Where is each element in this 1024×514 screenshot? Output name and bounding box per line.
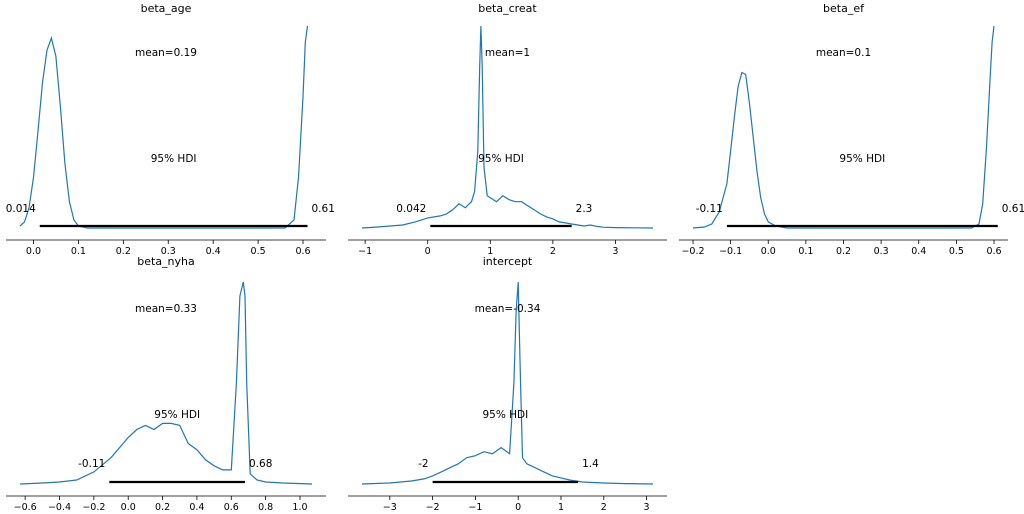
x-tick-label: 2 xyxy=(601,502,607,513)
mean-label: mean=0.1 xyxy=(816,47,871,59)
density-curve xyxy=(19,281,313,485)
panel-beta_age: beta_age mean=0.19 95% HDI 0.014 0.61 0.0 0.1 0… xyxy=(6,2,335,257)
x-tick-label: 1.0 xyxy=(292,502,307,513)
panel-title: beta_ef xyxy=(823,2,865,15)
density-curve xyxy=(692,25,995,229)
x-tick-label: 0 xyxy=(425,246,431,257)
hdi-label: 95% HDI xyxy=(478,153,524,165)
x-tick-label: 0.6 xyxy=(295,246,310,257)
x-tick-label: 0.6 xyxy=(986,246,1001,257)
density-curve xyxy=(361,281,654,485)
hdi-high-label: 0.61 xyxy=(312,203,335,215)
hdi-low-label: -2 xyxy=(418,458,428,470)
x-tick-label: 0.6 xyxy=(224,502,239,513)
hdi-low-label: 0.042 xyxy=(396,203,426,215)
hdi-label: 95% HDI xyxy=(839,153,885,165)
hdi-low-label: -0.11 xyxy=(78,458,105,470)
mean-label: mean=-0.34 xyxy=(475,303,541,315)
panel-title: beta_age xyxy=(141,2,192,15)
density-curve xyxy=(361,25,654,229)
mean-label: mean=0.19 xyxy=(135,47,197,59)
hdi-high-label: 0.68 xyxy=(249,458,272,470)
panel-title: beta_creat xyxy=(478,2,537,15)
hdi-high-label: 2.3 xyxy=(576,203,593,215)
x-tick-label: 0.2 xyxy=(116,246,131,257)
x-tick-label: 1 xyxy=(487,246,493,257)
x-tick-label: −0.1 xyxy=(719,246,742,257)
hdi-high-label: 1.4 xyxy=(582,458,599,470)
x-tick-label: 0.2 xyxy=(155,502,170,513)
hdi-label: 95% HDI xyxy=(482,409,528,421)
mean-label: mean=1 xyxy=(485,47,530,59)
x-tick-label: −0.2 xyxy=(82,502,105,513)
x-tick-label: 0.3 xyxy=(874,246,889,257)
hdi-label: 95% HDI xyxy=(154,409,200,421)
x-tick-label: 0.8 xyxy=(258,502,273,513)
x-tick-label: −0.2 xyxy=(681,246,704,257)
x-tick-label: 0.5 xyxy=(949,246,964,257)
panel-beta_ef: beta_ef mean=0.1 95% HDI -0.11 0.61 −0.2 −0.1 0… xyxy=(679,2,1024,257)
density-curve xyxy=(19,25,309,229)
x-tick-label: 0.0 xyxy=(121,502,136,513)
x-tick-label: 0.0 xyxy=(26,246,41,257)
panel-intercept: intercept mean=-0.34 95% HDI -2 1.4 −3 −2 −1 0 1 2… xyxy=(348,255,667,513)
x-tick-label: 0.1 xyxy=(798,246,813,257)
x-tick-label: 0.5 xyxy=(251,246,266,257)
panel-title: beta_nyha xyxy=(137,255,195,268)
x-tick-label: −1 xyxy=(358,246,372,257)
x-tick-label: 1 xyxy=(558,502,564,513)
hdi-high-label: 0.61 xyxy=(1002,203,1024,215)
x-tick-label: −3 xyxy=(383,502,397,513)
panel-beta_nyha: beta_nyha mean=0.33 95% HDI -0.11 0.68 −0.6 −0… xyxy=(6,255,326,513)
x-tick-label: 0.4 xyxy=(911,246,926,257)
hdi-label: 95% HDI xyxy=(151,153,197,165)
x-tick-label: 3 xyxy=(612,246,618,257)
x-tick-label: 0.1 xyxy=(71,246,86,257)
mean-label: mean=0.33 xyxy=(135,303,197,315)
x-tick-label: 0.4 xyxy=(189,502,204,513)
x-tick-label: 3 xyxy=(644,502,650,513)
x-tick-label: −0.6 xyxy=(14,502,37,513)
x-tick-label: 0 xyxy=(515,502,521,513)
panel-title: intercept xyxy=(483,255,533,268)
x-tick-label: 0.4 xyxy=(206,246,221,257)
hdi-low-label: 0.014 xyxy=(6,203,36,215)
x-tick-label: −0.4 xyxy=(48,502,71,513)
panel-beta_creat: beta_creat mean=1 95% HDI 0.042 2.3 −1 0 1 2 3 xyxy=(348,2,667,257)
x-tick-label: −2 xyxy=(426,502,440,513)
hdi-low-label: -0.11 xyxy=(696,203,723,215)
x-tick-label: −1 xyxy=(468,502,482,513)
x-tick-label: 2 xyxy=(550,246,556,257)
x-tick-label: 0.3 xyxy=(161,246,176,257)
x-tick-label: 0.2 xyxy=(836,246,851,257)
x-tick-label: 0.0 xyxy=(761,246,776,257)
